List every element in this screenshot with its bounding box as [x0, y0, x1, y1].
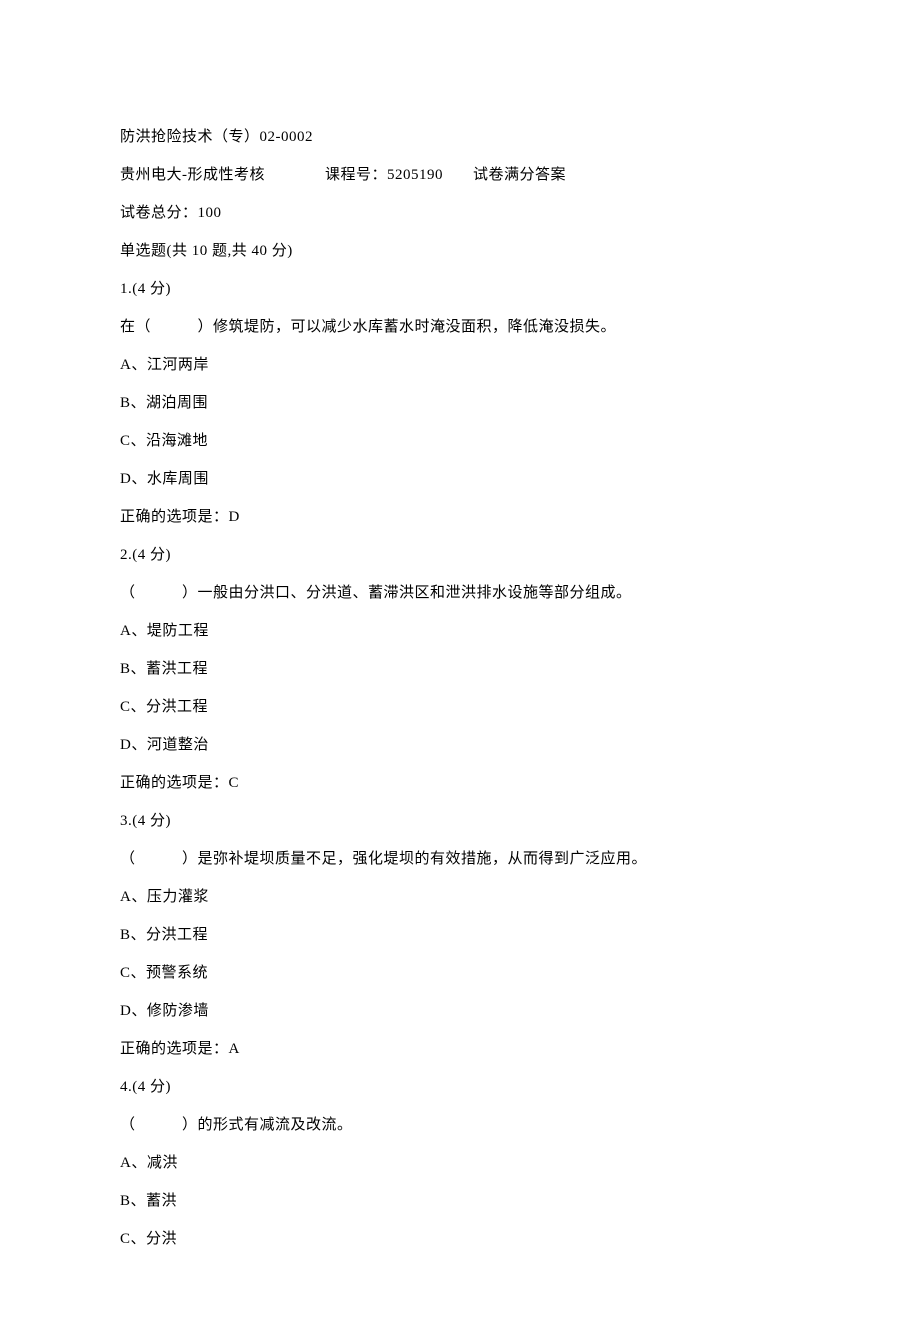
option: B、蓄洪工程	[120, 650, 800, 688]
answer-note: 试卷满分答案	[473, 167, 566, 183]
total-score: 试卷总分：100	[120, 194, 800, 232]
question-number: 3.(4 分)	[120, 802, 800, 840]
option: D、水库周围	[120, 460, 800, 498]
question-number: 4.(4 分)	[120, 1068, 800, 1106]
option: B、蓄洪	[120, 1182, 800, 1220]
option: C、分洪工程	[120, 688, 800, 726]
question-number: 1.(4 分)	[120, 270, 800, 308]
question-number: 2.(4 分)	[120, 536, 800, 574]
option: A、压力灌浆	[120, 878, 800, 916]
section-heading: 单选题(共 10 题,共 40 分)	[120, 232, 800, 270]
school-course-line: 贵州电大-形成性考核 课程号：5205190 试卷满分答案	[120, 156, 800, 194]
question-text: 在（ ）修筑堤防，可以减少水库蓄水时淹没面积，降低淹没损失。	[120, 308, 800, 346]
course-number: 5205190	[387, 167, 443, 183]
option: D、河道整治	[120, 726, 800, 764]
option: D、修防渗墙	[120, 992, 800, 1030]
question-text: （ ）一般由分洪口、分洪道、蓄滞洪区和泄洪排水设施等部分组成。	[120, 574, 800, 612]
answer-line: 正确的选项是：C	[120, 764, 800, 802]
option: C、沿海滩地	[120, 422, 800, 460]
option: A、减洪	[120, 1144, 800, 1182]
option: A、江河两岸	[120, 346, 800, 384]
option: B、分洪工程	[120, 916, 800, 954]
option: B、湖泊周围	[120, 384, 800, 422]
answer-line: 正确的选项是：A	[120, 1030, 800, 1068]
option: C、分洪	[120, 1220, 800, 1258]
question-text: （ ）的形式有减流及改流。	[120, 1106, 800, 1144]
option: C、预警系统	[120, 954, 800, 992]
exam-title: 防洪抢险技术（专）02-0002	[120, 118, 800, 156]
school-prefix: 贵州电大-形成性考核	[120, 167, 265, 183]
option: A、堤防工程	[120, 612, 800, 650]
course-label: 课程号：	[325, 167, 387, 183]
document-page: 防洪抢险技术（专）02-0002 贵州电大-形成性考核 课程号：5205190 试卷…	[0, 0, 920, 1318]
question-text: （ ）是弥补堤坝质量不足，强化堤坝的有效措施，从而得到广泛应用。	[120, 840, 800, 878]
answer-line: 正确的选项是：D	[120, 498, 800, 536]
